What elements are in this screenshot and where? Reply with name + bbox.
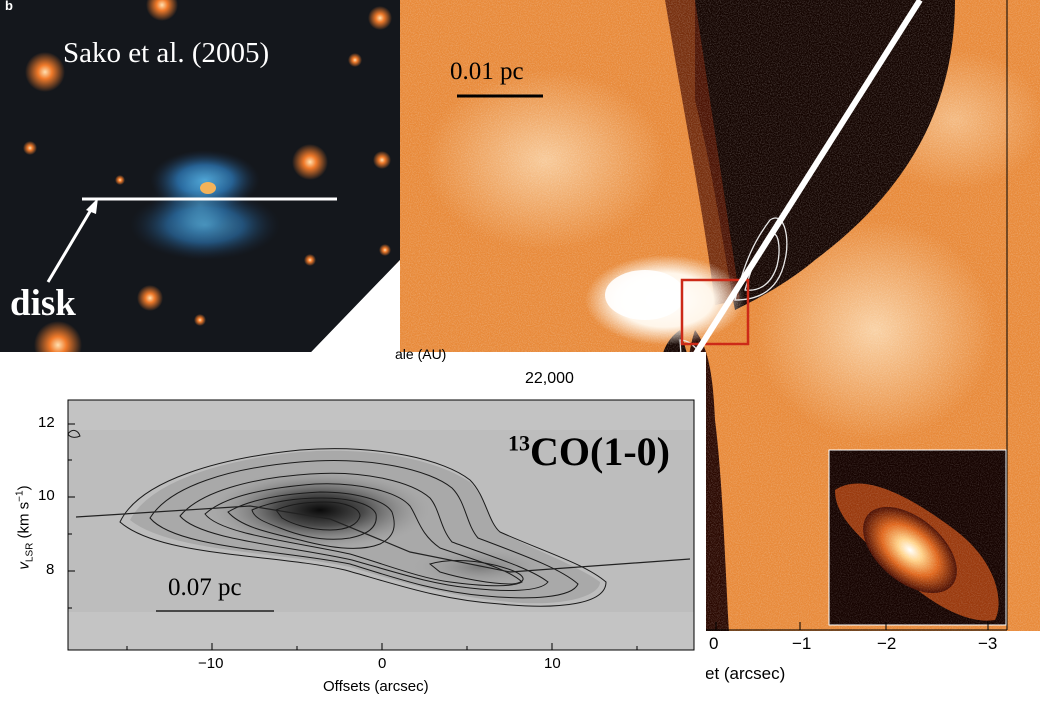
y-tick-label: 8	[46, 561, 55, 578]
isotope-superscript: 13	[508, 430, 530, 456]
x-tick-label: 10	[544, 655, 561, 672]
zoom-region-box	[680, 278, 750, 346]
x-tick-label: −2	[877, 634, 897, 653]
pv-diagram-plot	[67, 399, 695, 651]
scale-axis-label: ale (AU)	[395, 346, 447, 362]
y-label-sub: LSR	[24, 542, 36, 563]
citation-label: Sako et al. (2005)	[63, 37, 270, 69]
x-tick-label: 0	[378, 655, 387, 672]
line-label-text: CO(1-0)	[530, 429, 670, 474]
y-tick-label: 12	[38, 414, 55, 431]
y-label-close: )	[15, 485, 33, 491]
disk-arrow	[46, 207, 94, 283]
pv-diagram-panel: ale (AU) 22,000	[0, 346, 706, 698]
x-tick-label: 0	[709, 634, 719, 653]
y-label-v: v	[15, 562, 33, 570]
disk-label: disk	[10, 283, 76, 324]
x-tick-label: −10	[198, 655, 224, 672]
infrared-scale-label: 0.01 pc	[450, 58, 524, 85]
line-label: 13CO(1-0)	[508, 428, 670, 475]
pv-scale-label: 0.07 pc	[168, 574, 242, 601]
zoom-inset	[828, 449, 1007, 626]
y-tick-label: 10	[38, 487, 55, 504]
pv-y-axis-label: vLSR (km s−1)	[15, 453, 36, 603]
outflow-axis-line	[692, 0, 923, 357]
pv-contours	[67, 429, 607, 607]
velocity-gradient-line	[75, 505, 691, 573]
infrared-x-axis-label: et (arcsec)	[705, 664, 786, 683]
pv-x-axis-label: Offsets (arcsec)	[323, 678, 429, 695]
optical-image	[0, 0, 400, 400]
optical-image-panel: b Sako et al. (2005) disk	[0, 0, 400, 400]
scale-tick-label: 22,000	[525, 370, 574, 387]
x-tick-label: −1	[792, 634, 812, 653]
x-tick-label: −3	[978, 634, 998, 653]
panel-letter: b	[5, 0, 13, 13]
y-label-units: (km s	[15, 501, 33, 539]
y-label-sup: −1	[14, 490, 26, 502]
